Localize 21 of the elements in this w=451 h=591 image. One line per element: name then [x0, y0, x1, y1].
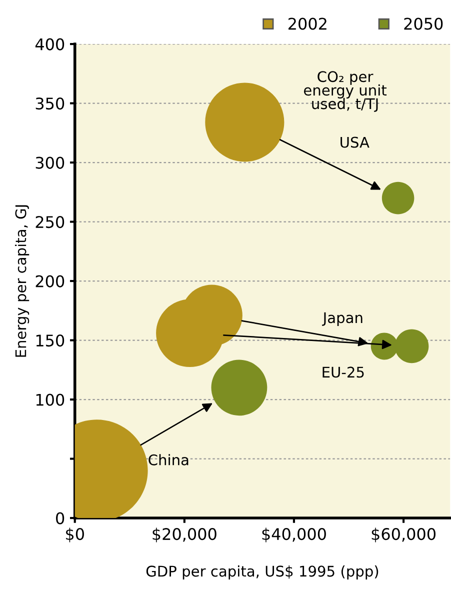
legend-label: 2002	[288, 18, 326, 30]
x-axis-title: GDP per capita, US$ 1995 (ppp)	[146, 565, 378, 580]
y-axis-title: Energy per capita, GJ	[14, 205, 30, 357]
x-tick-label: $40,000	[262, 528, 326, 542]
annotation: China	[148, 454, 188, 466]
annotation: USA	[340, 136, 370, 148]
y-tick-label: 400	[35, 38, 64, 50]
y-tick-label: 300	[36, 156, 64, 169]
x-tick-label: $0	[66, 528, 84, 542]
annotation: CO₂ per energy unit used, t/TJ	[304, 71, 387, 112]
y-tick-label: 350	[36, 97, 64, 110]
y-tick-label: 150	[36, 334, 64, 347]
y-tick-label: 200	[36, 275, 64, 288]
y-tick-label: 0	[56, 512, 64, 524]
x-tick-label: $60,000	[372, 528, 436, 542]
y-tick-label: 100	[36, 394, 64, 406]
annotation: Japan	[322, 312, 362, 326]
y-tick-label: 250	[36, 216, 64, 228]
x-tick-label: $20,000	[152, 528, 216, 542]
legend-label: 2050	[404, 18, 443, 30]
annotation: EU-25	[322, 366, 364, 378]
